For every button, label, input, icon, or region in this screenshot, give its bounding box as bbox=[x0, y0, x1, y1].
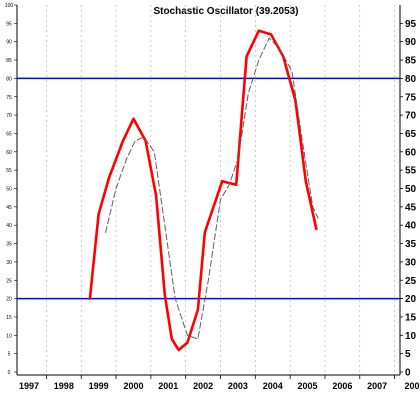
y-tick-label-right: 0 bbox=[405, 368, 411, 379]
y-tick-label-right: 75 bbox=[405, 92, 417, 103]
y-tick-label-right: 45 bbox=[405, 202, 417, 213]
x-tick-label: 2006 bbox=[332, 381, 352, 391]
y-tick-label-right: 70 bbox=[405, 111, 417, 122]
chart-title: Stochastic Oscillator (39.2053) bbox=[153, 6, 298, 17]
y-tick-label-right: 10 bbox=[405, 331, 417, 342]
x-tick-label: 2001 bbox=[158, 381, 178, 391]
y-tick-label-right: 65 bbox=[405, 129, 417, 140]
y-tick-label-right: 80 bbox=[405, 74, 417, 85]
x-tick-label: 200 bbox=[404, 381, 419, 391]
y-tick-label-left: 0 bbox=[8, 370, 11, 376]
y-tick-label-right: 60 bbox=[405, 147, 417, 158]
y-tick-label-left: 45 bbox=[6, 205, 12, 211]
y-tick-label-left: 70 bbox=[6, 113, 12, 119]
y-tick-label-left: 15 bbox=[6, 315, 12, 321]
y-tick-label-left: 20 bbox=[6, 297, 12, 303]
y-tick-label-left: 65 bbox=[6, 131, 12, 137]
x-tick-label: 1999 bbox=[89, 381, 109, 391]
y-tick-label-right: 20 bbox=[405, 294, 417, 305]
y-tick-label-right: 5 bbox=[405, 349, 411, 360]
x-tick-label: 2004 bbox=[263, 381, 283, 391]
y-tick-label-right: 95 bbox=[405, 19, 417, 30]
y-tick-label-left: 5 bbox=[8, 352, 11, 358]
y-tick-label-left: 80 bbox=[6, 76, 12, 82]
y-tick-label-left: 35 bbox=[6, 242, 12, 248]
y-tick-label-left: 95 bbox=[6, 21, 12, 27]
y-tick-label-left: 30 bbox=[6, 260, 12, 266]
stochastic-line-solid bbox=[88, 29, 318, 352]
x-tick-label: 1998 bbox=[54, 381, 74, 391]
y-tick-label-left: 40 bbox=[6, 223, 12, 229]
y-tick-label-right: 50 bbox=[405, 184, 417, 195]
y-tick-label-left: 85 bbox=[6, 58, 12, 64]
y-tick-label-left: 90 bbox=[6, 40, 12, 46]
x-tick-label: 2003 bbox=[228, 381, 248, 391]
x-tick-label: 2005 bbox=[298, 381, 318, 391]
y-tick-label-left: 60 bbox=[6, 150, 12, 156]
x-tick-label: 2002 bbox=[193, 381, 213, 391]
y-tick-label-right: 25 bbox=[405, 276, 417, 287]
y-tick-label-left: 55 bbox=[6, 168, 12, 174]
x-tick-label: 1997 bbox=[19, 381, 39, 391]
y-tick-label-right: 85 bbox=[405, 56, 417, 67]
y-tick-label-right: 30 bbox=[405, 257, 417, 268]
y-tick-label-left: 10 bbox=[6, 333, 12, 339]
y-tick-label-left: 100 bbox=[5, 3, 14, 9]
y-tick-label-right: 40 bbox=[405, 221, 417, 232]
y-tick-label-right: 15 bbox=[405, 312, 417, 323]
y-tick-label-left: 75 bbox=[6, 95, 12, 101]
y-tick-label-left: 25 bbox=[6, 278, 12, 284]
y-tick-label-right: 55 bbox=[405, 166, 417, 177]
x-tick-label: 2000 bbox=[123, 381, 143, 391]
signal-line-dashed bbox=[105, 37, 319, 340]
y-tick-label-right: 90 bbox=[405, 37, 417, 48]
y-tick-label-left: 50 bbox=[6, 187, 12, 193]
y-tick-label-right: 35 bbox=[405, 239, 417, 250]
x-tick-label: 2007 bbox=[367, 381, 387, 391]
